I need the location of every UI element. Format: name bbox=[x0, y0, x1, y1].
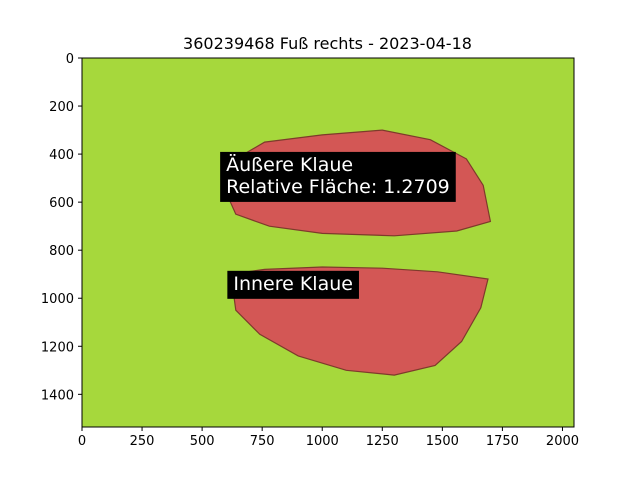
annotation-box bbox=[220, 151, 456, 202]
y-tick-label: 400 bbox=[49, 148, 74, 163]
x-tick-label: 750 bbox=[250, 434, 275, 449]
y-tick-label: 600 bbox=[49, 196, 74, 211]
x-tick-label: 0 bbox=[78, 434, 86, 449]
annotation-box bbox=[227, 270, 359, 299]
y-tick-label: 1200 bbox=[41, 340, 74, 355]
image-background bbox=[82, 58, 574, 427]
plot-area bbox=[82, 58, 574, 427]
axes-frame bbox=[81, 57, 575, 428]
chart-title: 360239468 Fuß rechts - 2023-04-18 bbox=[183, 34, 472, 53]
annotation-line: Innere Klaue bbox=[233, 273, 353, 295]
x-tick-label: 500 bbox=[190, 434, 215, 449]
y-tick-label: 1000 bbox=[41, 292, 74, 307]
annotation-line: Äußere Klaue bbox=[226, 153, 353, 176]
x-tick-label: 1750 bbox=[486, 434, 519, 449]
axes: 0 250 500 750 1000 1250 1500 1750 2000 0 200 400 600… bbox=[41, 52, 579, 449]
y-tick-label: 0 bbox=[66, 52, 74, 67]
x-tick-label: 2000 bbox=[546, 434, 579, 449]
y-tick-label: 1400 bbox=[41, 388, 74, 403]
inner-claw-label: Innere Klaue bbox=[227, 270, 359, 299]
y-tick-label: 200 bbox=[49, 100, 74, 115]
x-tick-label: 1500 bbox=[426, 434, 459, 449]
annotation-line: Relative Fläche: 1.2709 bbox=[226, 176, 450, 198]
x-tick-label: 250 bbox=[130, 434, 155, 449]
x-tick-label: 1000 bbox=[306, 434, 339, 449]
y-tick-label: 800 bbox=[49, 244, 74, 259]
x-tick-label: 1250 bbox=[366, 434, 399, 449]
